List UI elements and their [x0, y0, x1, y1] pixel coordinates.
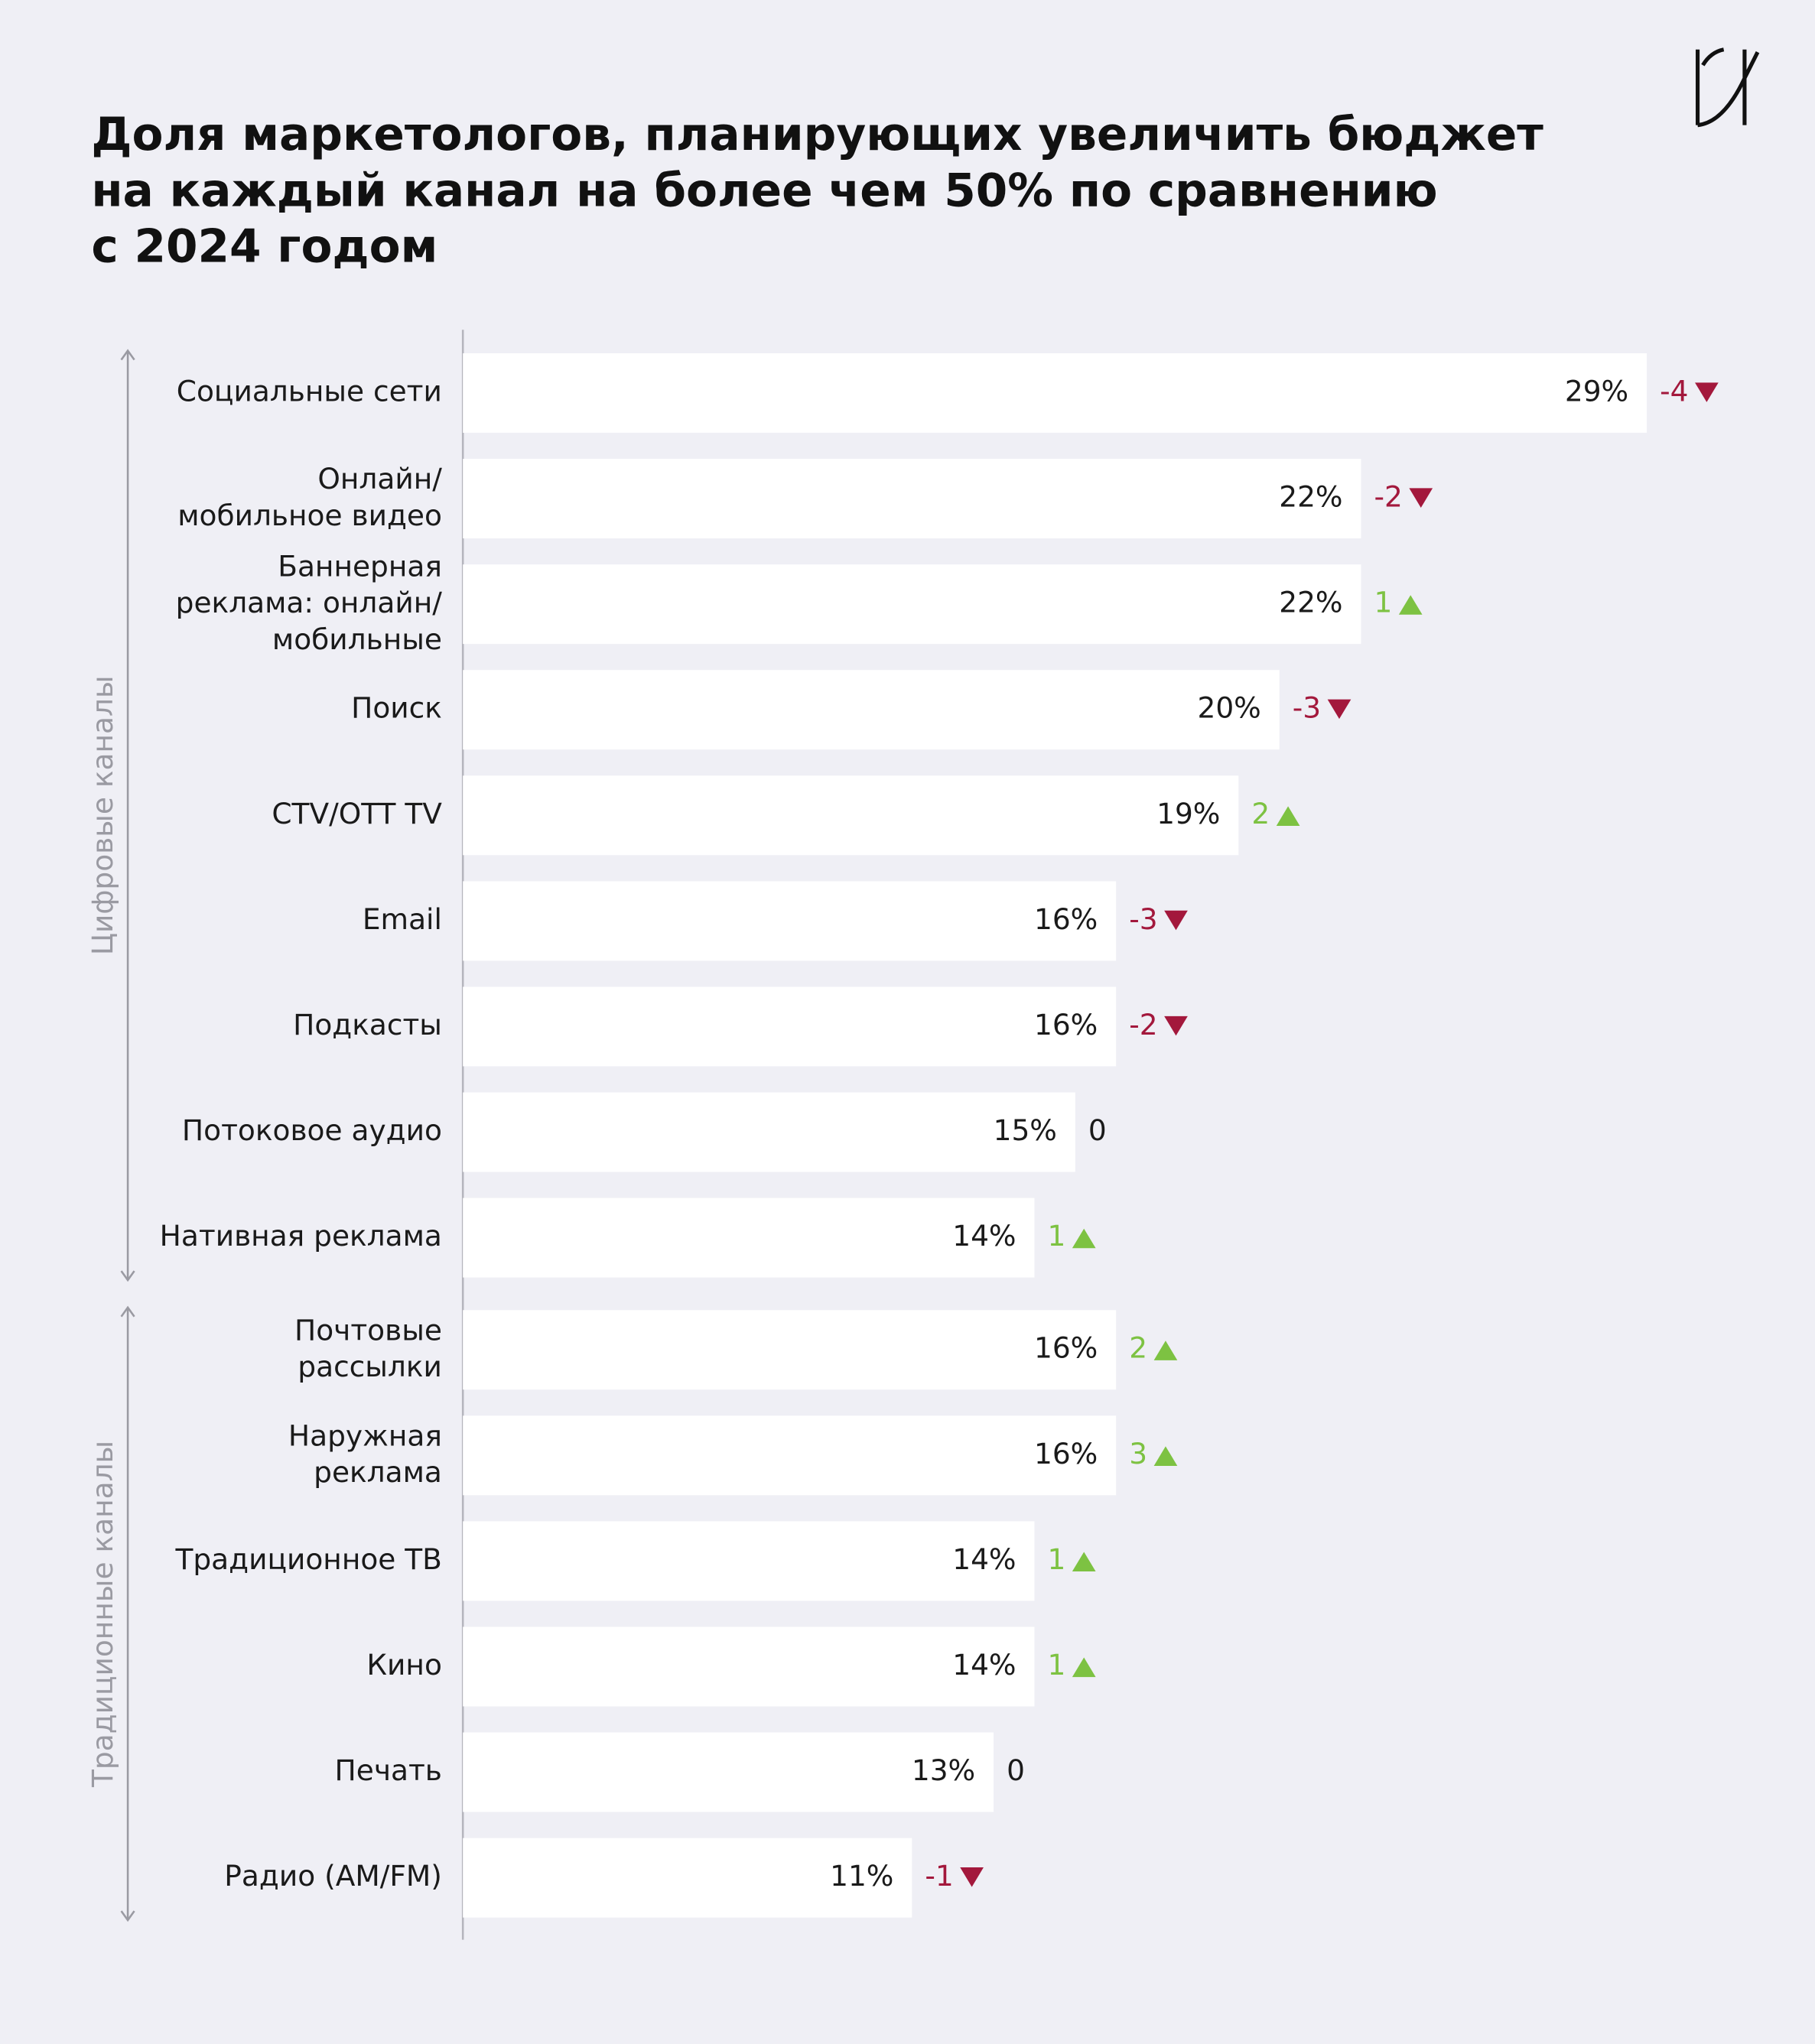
y-tick-label: Нативная реклама: [160, 1219, 442, 1253]
up-arrow: [1398, 595, 1423, 615]
bar: [463, 1092, 1075, 1172]
change-label: 1: [1047, 1648, 1065, 1682]
value-label: 22%: [1279, 586, 1342, 619]
y-tick-label: Потоковое аудио: [182, 1113, 442, 1147]
bracket-arrow: [120, 1305, 135, 1922]
bar: [463, 670, 1280, 750]
change-label: -4: [1660, 374, 1688, 408]
value-label: 16%: [1034, 1437, 1098, 1470]
value-label: 29%: [1565, 374, 1628, 408]
bar: [463, 1626, 1035, 1707]
bar: [463, 459, 1361, 539]
value-label: 16%: [1034, 1008, 1098, 1041]
bar: [463, 881, 1117, 961]
change-label: 3: [1129, 1437, 1147, 1470]
y-tick-label: Радио (AM/FM): [224, 1859, 442, 1893]
y-tick-label: Подкасты: [293, 1008, 442, 1041]
y-tick-label: Онлайн/мобильное видео: [177, 462, 442, 532]
bar: [463, 986, 1117, 1067]
change-label: 1: [1047, 1542, 1065, 1576]
change-label: 0: [1007, 1753, 1025, 1787]
down-arrow: [1327, 699, 1351, 720]
down-arrow: [1695, 382, 1719, 402]
value-label: 16%: [1034, 902, 1098, 936]
up-arrow: [1072, 1657, 1096, 1678]
change-label: -2: [1374, 480, 1402, 514]
y-tick-label: Кино: [366, 1648, 441, 1682]
change-label: -2: [1129, 1008, 1157, 1041]
value-label: 20%: [1197, 691, 1260, 725]
up-arrow: [1153, 1340, 1178, 1360]
chart-title: Доля маркетологов, планирующих увеличить…: [91, 109, 1543, 274]
y-tick-label: Социальные сети: [177, 374, 442, 408]
value-label: 14%: [952, 1542, 1016, 1576]
bar: [463, 1521, 1035, 1601]
value-label: 16%: [1034, 1331, 1098, 1365]
bar: [463, 1310, 1117, 1390]
value-label: 14%: [952, 1219, 1016, 1253]
up-arrow: [1153, 1446, 1178, 1466]
value-label: 13%: [912, 1753, 975, 1787]
down-arrow: [1164, 910, 1188, 931]
up-arrow: [1072, 1552, 1096, 1572]
down-arrow: [1164, 1016, 1188, 1036]
bar: [463, 564, 1361, 645]
up-arrow: [1072, 1228, 1096, 1249]
change-label: 2: [1251, 797, 1270, 830]
bar: [463, 1732, 994, 1812]
value-label: 19%: [1156, 797, 1220, 830]
group-label: Традиционные каналы: [86, 1441, 119, 1788]
bar: [463, 353, 1647, 433]
change-label: 1: [1047, 1219, 1065, 1253]
bar: [463, 1415, 1117, 1496]
bracket-arrow: [120, 349, 135, 1282]
bar: [463, 1838, 912, 1918]
up-arrow: [1276, 806, 1300, 826]
y-tick-label: Email: [363, 902, 442, 936]
change-label: 2: [1129, 1331, 1147, 1365]
value-label: 14%: [952, 1648, 1016, 1682]
value-label: 15%: [994, 1113, 1057, 1147]
y-tick-label: Поиск: [351, 691, 442, 725]
down-arrow: [960, 1867, 984, 1887]
change-label: -3: [1293, 691, 1321, 725]
value-label: 11%: [830, 1859, 893, 1893]
change-label: -3: [1129, 902, 1157, 936]
bar: [463, 1197, 1035, 1278]
down-arrow: [1409, 488, 1433, 508]
change-label: 0: [1088, 1113, 1107, 1147]
y-tick-label: CTV/OTT TV: [272, 797, 442, 830]
group-label: Цифровые каналы: [86, 675, 119, 955]
y-tick-label: Баннерная реклама: онлайн/мобильные: [176, 549, 443, 655]
value-label: 22%: [1279, 480, 1342, 514]
logo: [1696, 47, 1760, 128]
bar: [463, 775, 1239, 856]
y-tick-label: Почтовые рассылки: [294, 1313, 442, 1383]
y-tick-label: Наружная реклама: [288, 1418, 442, 1489]
y-tick-label: Печать: [335, 1753, 442, 1787]
y-tick-label: Традиционное ТВ: [174, 1542, 441, 1576]
change-label: -1: [925, 1859, 953, 1893]
change-label: 1: [1374, 586, 1392, 619]
